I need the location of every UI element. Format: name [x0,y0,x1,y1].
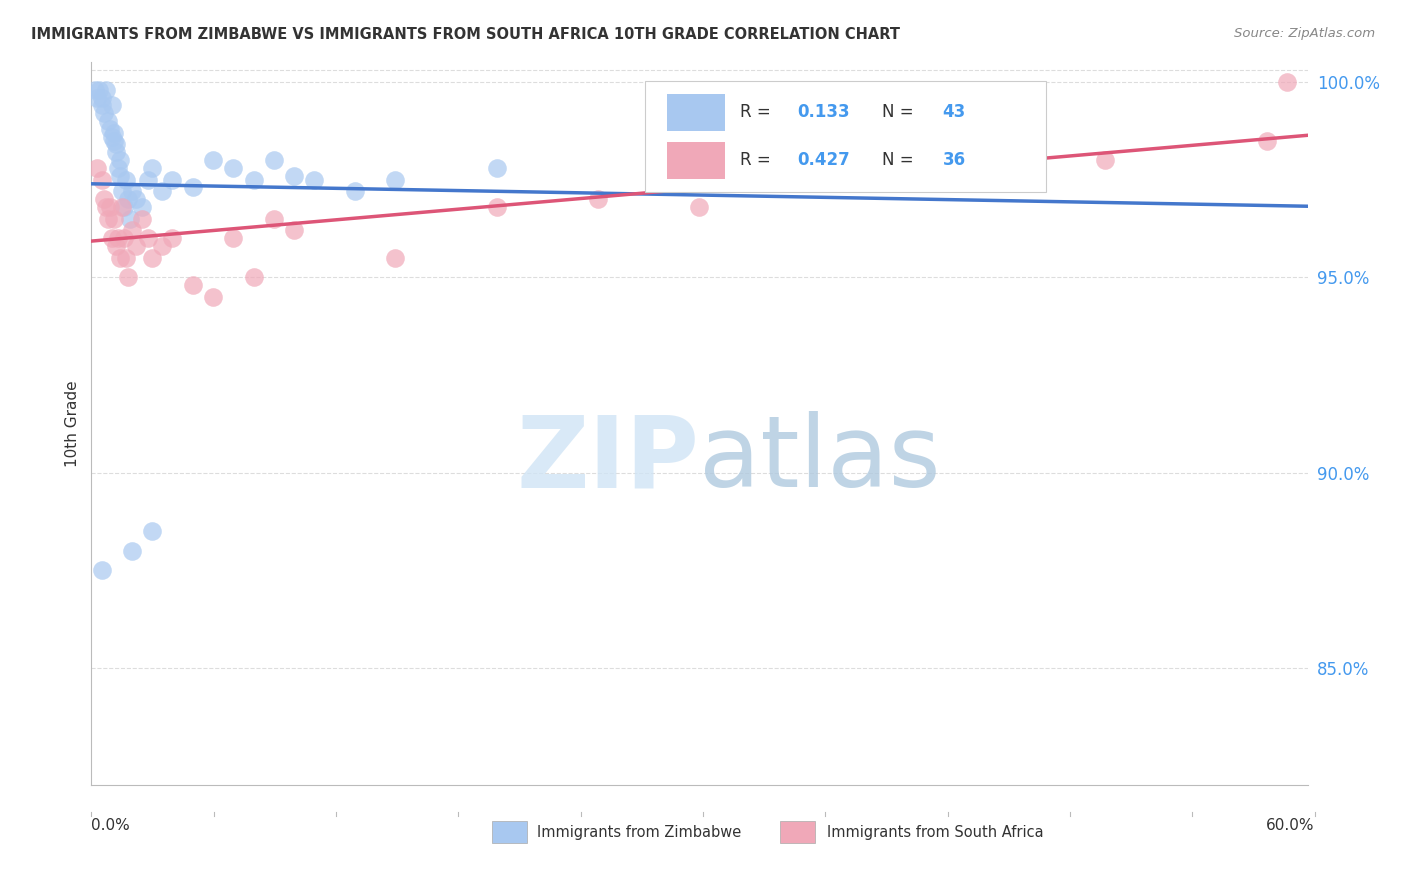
Point [86,90,108,104]
Text: atlas: atlas [699,411,941,508]
Point [263,211,285,226]
Point [117,270,139,285]
Point [98,121,121,136]
Point [222,231,245,245]
Point [93,192,115,206]
Point [131,211,153,226]
Text: Immigrants from South Africa: Immigrants from South Africa [827,825,1043,839]
Point [104,137,127,152]
Point [103,211,125,226]
Point [222,161,245,175]
Point [84,83,107,97]
Point [141,251,163,265]
Point [108,153,131,167]
Point [100,98,122,112]
Point [304,172,326,186]
Point [121,184,143,198]
Point [90,90,112,104]
Text: ZIP: ZIP [516,411,699,508]
Point [112,200,135,214]
Point [162,172,184,186]
Point [104,239,127,253]
Point [141,524,163,538]
Point [586,192,609,206]
Point [150,184,173,198]
Point [162,231,184,245]
Point [98,200,121,214]
Point [100,129,122,144]
Text: R =: R = [740,103,776,120]
Point [485,200,508,214]
Point [115,251,138,265]
Point [1277,75,1299,89]
Point [108,251,131,265]
Text: Source: ZipAtlas.com: Source: ZipAtlas.com [1234,27,1375,40]
Point [100,231,122,245]
Point [384,251,406,265]
Point [117,192,139,206]
Point [150,239,173,253]
Text: 43: 43 [942,103,966,120]
Text: 0.427: 0.427 [797,151,849,169]
Point [118,211,141,226]
Point [202,290,225,304]
Point [242,172,264,186]
Point [111,200,134,214]
Point [90,98,112,112]
Point [485,161,508,175]
Point [115,172,138,186]
Text: 36: 36 [942,151,966,169]
Point [86,161,108,175]
Point [263,153,285,167]
Point [107,161,129,175]
Point [104,145,127,160]
Bar [666,142,725,179]
Point [125,192,148,206]
Bar [666,94,725,131]
Point [108,169,131,183]
Point [90,172,112,186]
Point [121,543,143,558]
Point [141,161,163,175]
Point [90,563,112,577]
Point [136,172,159,186]
Text: 0.133: 0.133 [797,103,849,120]
Text: N =: N = [882,103,918,120]
Y-axis label: 10th Grade: 10th Grade [65,380,80,467]
Point [93,106,115,120]
Point [283,169,305,183]
Point [125,239,148,253]
Text: 60.0%: 60.0% [1267,818,1315,832]
Point [89,83,111,97]
Point [283,223,305,237]
Point [121,223,143,237]
Text: 0.0%: 0.0% [91,818,131,832]
Point [107,231,129,245]
Point [103,126,125,140]
Point [343,184,366,198]
Point [94,200,117,214]
Point [181,180,204,194]
Point [181,278,204,293]
Point [1256,134,1278,148]
Text: N =: N = [882,151,918,169]
Text: IMMIGRANTS FROM ZIMBABWE VS IMMIGRANTS FROM SOUTH AFRICA 10TH GRADE CORRELATION : IMMIGRANTS FROM ZIMBABWE VS IMMIGRANTS F… [31,27,900,42]
Point [103,134,125,148]
Point [136,231,159,245]
Point [1094,153,1116,167]
Text: Immigrants from Zimbabwe: Immigrants from Zimbabwe [537,825,741,839]
Point [242,270,264,285]
Point [97,211,120,226]
Point [97,114,120,128]
Text: R =: R = [740,151,776,169]
Point [111,184,134,198]
Point [384,172,406,186]
Point [202,153,225,167]
Bar [645,80,1046,193]
Point [94,83,117,97]
Point [891,172,914,186]
Point [131,200,153,214]
Point [688,200,710,214]
Point [112,231,135,245]
